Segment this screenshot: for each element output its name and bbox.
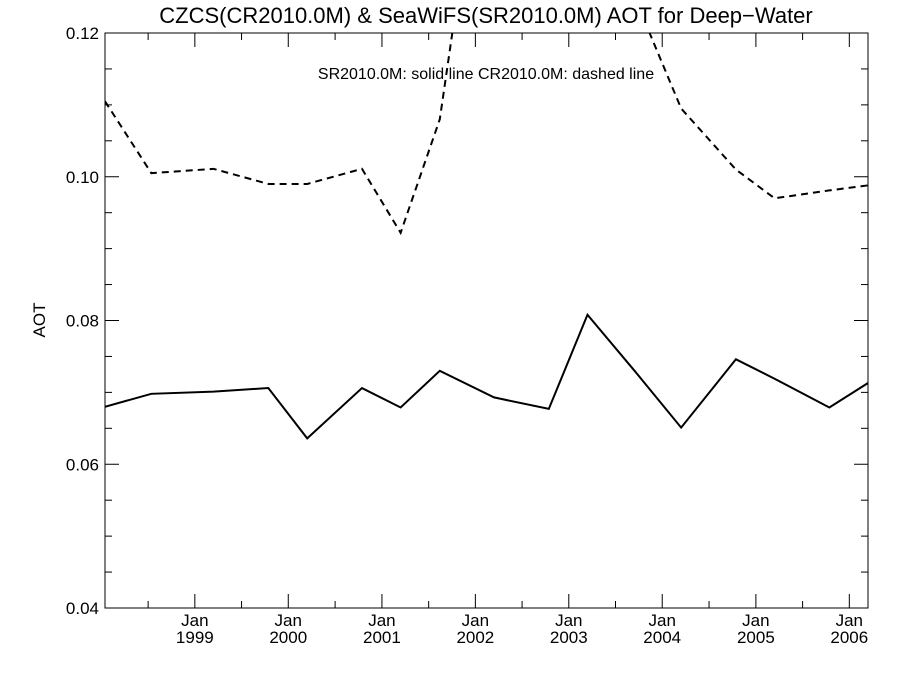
x-tick-labels: Jan1999Jan2000Jan2001Jan2002Jan2003Jan20… [176,611,868,647]
y-tick-label: 0.06 [66,455,99,474]
x-tick-month-label: Jan [649,611,676,630]
series-layer [105,33,868,440]
legend-text: SR2010.0M: solid line CR2010.0M: dashed … [318,66,654,83]
y-axis-label: AOT [30,303,49,338]
y-tick-labels: 0.04 0.06 0.08 0.10 0.12 [66,24,99,618]
x-tick-year-label: 2003 [550,628,588,647]
x-tick-month-label: Jan [462,611,489,630]
x-tick-month-label: Jan [836,611,863,630]
series-line-sr2010-0m [105,312,868,440]
x-tick-year-label: 2006 [830,628,868,647]
x-tick-month-label: Jan [181,611,208,630]
x-tick-month-label: Jan [742,611,769,630]
y-tick-label: 0.08 [66,312,99,331]
x-tick-year-label: 1999 [176,628,214,647]
x-tick-year-label: 2004 [643,628,681,647]
y-tick-label: 0.10 [66,168,99,187]
series-line-cr2010-0m [105,33,868,236]
x-tick-month-label: Jan [368,611,395,630]
x-tick-month-label: Jan [555,611,582,630]
tick-layer [105,32,868,609]
x-tick-year-label: 2002 [456,628,494,647]
plot-frame [104,32,869,609]
chart-title: CZCS(CR2010.0M) & SeaWiFS(SR2010.0M) AOT… [159,3,813,28]
x-tick-year-label: 2000 [269,628,307,647]
x-tick-month-label: Jan [275,611,302,630]
y-tick-label: 0.04 [66,599,99,618]
x-tick-year-label: 2005 [737,628,775,647]
y-tick-label: 0.12 [66,24,99,43]
x-tick-year-label: 2001 [363,628,401,647]
